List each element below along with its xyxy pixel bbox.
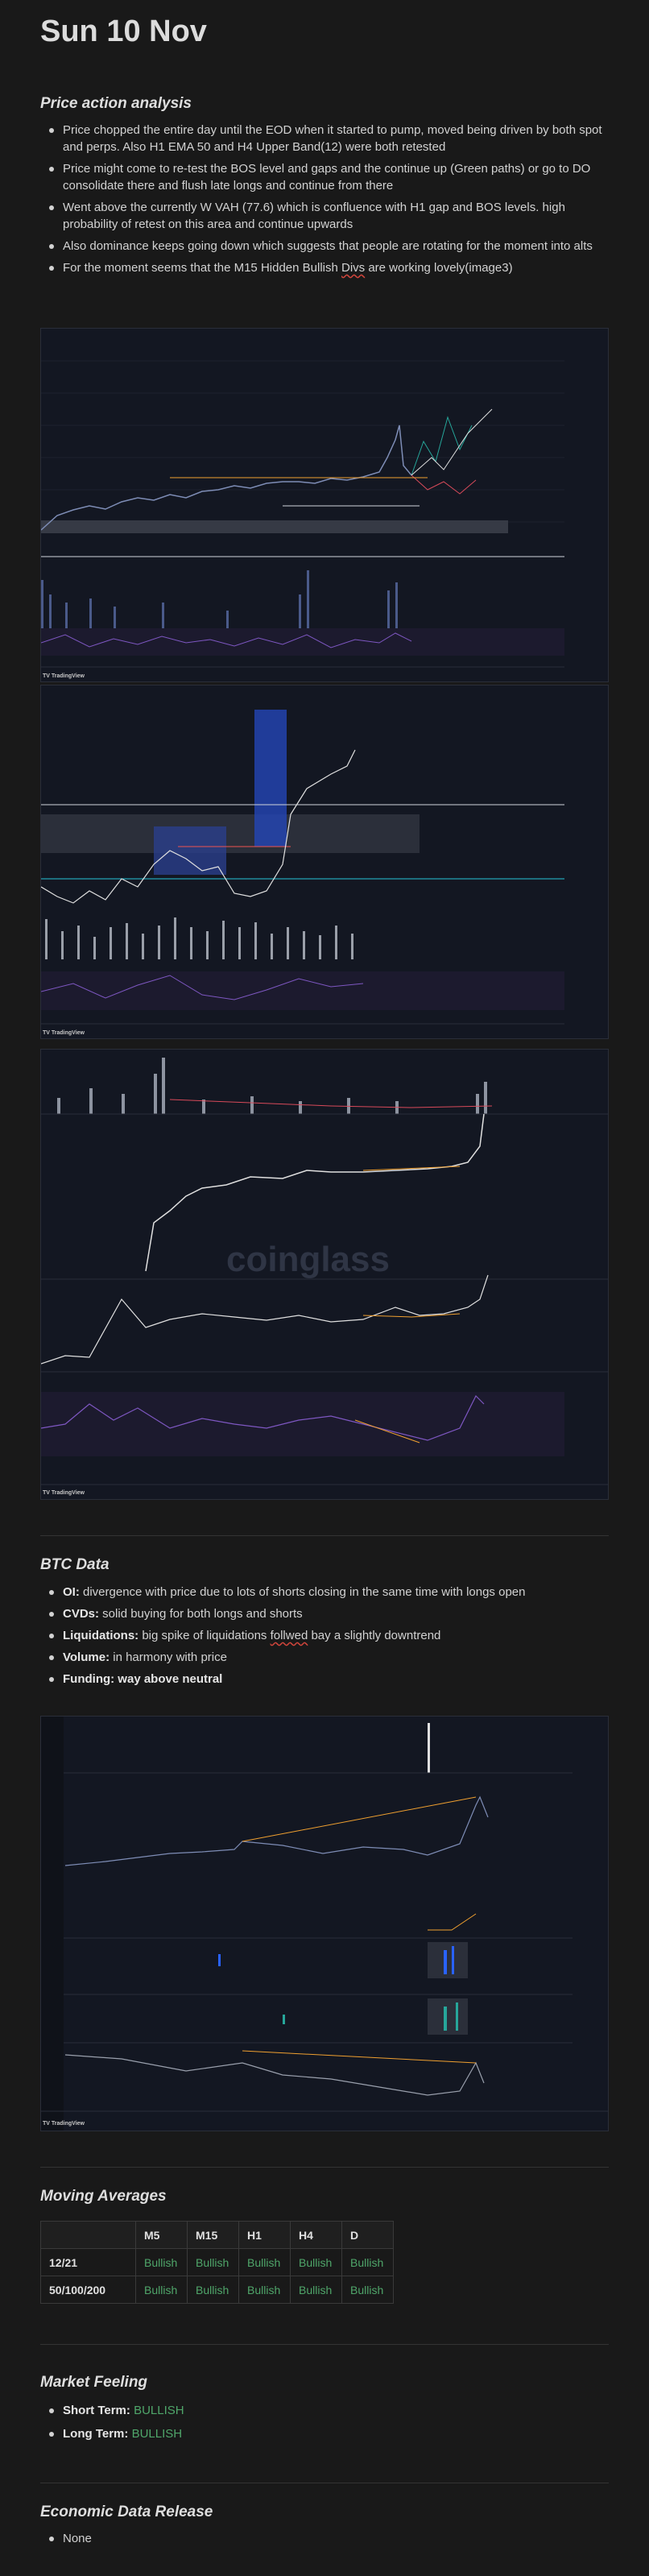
item-label: Funding: way above neutral <box>63 1672 223 1686</box>
list-item: Price might come to re-test the BOS leve… <box>40 160 607 194</box>
table-header-cell: H4 <box>290 2221 342 2249</box>
list-item: None <box>40 2530 607 2547</box>
table-cell: Bullish <box>238 2276 291 2304</box>
market-feeling-heading: Market Feeling <box>40 2374 148 2391</box>
table-header-cell: M5 <box>135 2221 188 2249</box>
economic-data-list: None <box>40 2530 607 2552</box>
list-item: Went above the currently W VAH (77.6) wh… <box>40 199 607 233</box>
misspelled-word: Divs <box>341 261 366 275</box>
list-item: Long Term: BULLISH <box>40 2425 607 2442</box>
table-cell: 12/21 <box>40 2248 136 2276</box>
list-item: Liquidations: big spike of liquidations … <box>40 1627 607 1644</box>
status-value: BULLISH <box>131 2427 183 2441</box>
tradingview-logo: TV TradingView <box>43 1030 85 1036</box>
page-title: Sun 10 Nov <box>40 14 207 48</box>
table-cell: Bullish <box>290 2276 342 2304</box>
item-text: big spike of liquidations <box>138 1629 271 1642</box>
list-item: Also dominance keeps going down which su… <box>40 238 607 255</box>
table-cell: Bullish <box>187 2248 239 2276</box>
table-cell: Bullish <box>341 2276 394 2304</box>
item-label: Short Term: <box>63 2404 130 2417</box>
list-item-text: For the moment seems that the M15 Hidden… <box>63 261 341 275</box>
table-row: 12/21 Bullish Bullish Bullish Bullish Bu… <box>40 2248 394 2276</box>
list-item: CVDs: solid buying for both longs and sh… <box>40 1605 607 1622</box>
table-header-cell <box>40 2221 136 2249</box>
chart-image-4: TV TradingView <box>40 1716 609 2131</box>
divider <box>40 1535 609 1536</box>
market-feeling-list: Short Term: BULLISH Long Term: BULLISH <box>40 2402 607 2447</box>
tradingview-logo: TV TradingView <box>43 673 85 679</box>
tradingview-logo: TV TradingView <box>43 2121 85 2127</box>
item-text: divergence with price due to lots of sho… <box>79 1585 526 1599</box>
tradingview-logo: TV TradingView <box>43 1490 85 1496</box>
chart-2-svg <box>41 685 608 1038</box>
item-text: solid buying for both longs and shorts <box>99 1607 303 1621</box>
list-item: Short Term: BULLISH <box>40 2402 607 2419</box>
item-label: Volume: <box>63 1650 110 1664</box>
list-item: OI: divergence with price due to lots of… <box>40 1584 607 1601</box>
moving-averages-table: M5 M15 H1 H4 D 12/21 Bullish Bullish Bul… <box>40 2221 394 2304</box>
price-action-heading: Price action analysis <box>40 95 192 112</box>
table-row: 50/100/200 Bullish Bullish Bullish Bulli… <box>40 2276 394 2304</box>
coinglass-watermark: coinglass <box>226 1240 390 1279</box>
table-cell: Bullish <box>135 2276 188 2304</box>
item-text: bay a slightly downtrend <box>308 1629 441 1642</box>
chart-image-2: TV TradingView <box>40 685 609 1039</box>
item-label: Liquidations: <box>63 1629 139 1642</box>
list-item: Volume: in harmony with price <box>40 1649 607 1666</box>
chart-4-svg <box>41 1717 608 2131</box>
list-item-text: are working lovely(image3) <box>365 261 513 275</box>
table-header-row: M5 M15 H1 H4 D <box>40 2221 394 2249</box>
table-header-cell: M15 <box>187 2221 239 2249</box>
misspelled-word: follwed <box>270 1629 308 1642</box>
table-cell: Bullish <box>238 2248 291 2276</box>
table-cell: Bullish <box>341 2248 394 2276</box>
chart-image-1: TV TradingView <box>40 328 609 682</box>
list-item: Price chopped the entire day until the E… <box>40 122 607 155</box>
divider <box>40 2344 609 2345</box>
table-cell: Bullish <box>290 2248 342 2276</box>
table-cell: Bullish <box>187 2276 239 2304</box>
btc-data-heading: BTC Data <box>40 1556 110 1573</box>
economic-data-heading: Economic Data Release <box>40 2504 213 2520</box>
table-cell: 50/100/200 <box>40 2276 136 2304</box>
price-action-list: Price chopped the entire day until the E… <box>40 122 607 281</box>
list-item: For the moment seems that the M15 Hidden… <box>40 259 607 276</box>
table-cell: Bullish <box>135 2248 188 2276</box>
divider <box>40 2167 609 2168</box>
item-label: OI: <box>63 1585 80 1599</box>
table-header-cell: H1 <box>238 2221 291 2249</box>
list-item: Funding: way above neutral <box>40 1671 607 1688</box>
btc-data-list: OI: divergence with price due to lots of… <box>40 1584 607 1692</box>
item-label: CVDs: <box>63 1607 100 1621</box>
item-text: in harmony with price <box>110 1650 227 1664</box>
table-header-cell: D <box>341 2221 394 2249</box>
chart-1-svg <box>41 329 608 681</box>
chart-image-3: coinglass TV TradingView <box>40 1049 609 1500</box>
chart-3-svg: coinglass <box>41 1050 608 1499</box>
item-label: Long Term: <box>63 2427 129 2441</box>
moving-averages-heading: Moving Averages <box>40 2188 167 2205</box>
status-value: BULLISH <box>134 2404 184 2417</box>
